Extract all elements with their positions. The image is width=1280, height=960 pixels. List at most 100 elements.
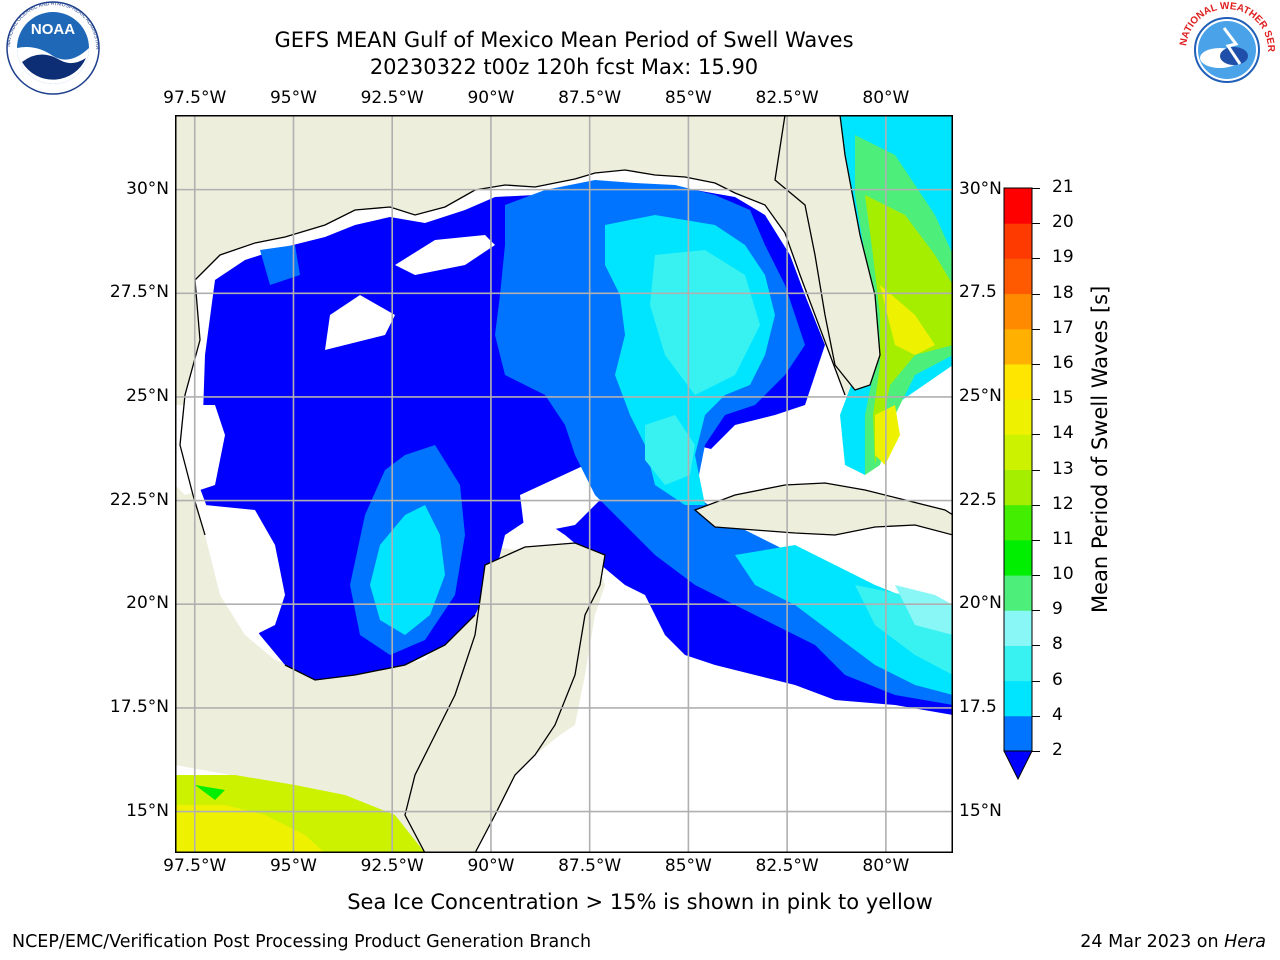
colorbar-bin (1004, 258, 1032, 295)
colorbar (1000, 187, 1040, 783)
colorbar-bin (1004, 223, 1032, 259)
colorbar-tick-label: 13 (1052, 458, 1074, 479)
y-tick-left-label: 22.5°N (109, 489, 169, 510)
x-tick-top-label: 87.5°W (558, 88, 622, 108)
colorbar-bin (1004, 363, 1032, 400)
colorbar-tick-mark (1032, 223, 1040, 225)
colorbar-bin (1004, 328, 1032, 365)
cuba-land (693, 482, 953, 536)
x-tick-bottom-label: 87.5°W (558, 856, 622, 876)
x-tick-bottom-label: 95°W (269, 856, 317, 876)
colorbar-bin (1004, 715, 1032, 752)
colorbar-bin (1004, 188, 1032, 224)
noaa-logo-text: NOAA (31, 21, 75, 38)
y-tick-right-label: 27.5 (959, 282, 997, 303)
colorbar-bin (1004, 610, 1032, 646)
y-tick-right-label: 30°N (959, 178, 1002, 199)
y-tick-right-label: 22.5 (959, 489, 997, 510)
colorbar-tick-mark (1032, 258, 1040, 260)
sea-ice-note: Sea Ice Concentration > 15% is shown in … (347, 890, 933, 914)
colorbar-label: Mean Period of Swell Waves [s] (1088, 285, 1112, 613)
colorbar-extend-under (1003, 750, 1033, 781)
colorbar-tick-label: 17 (1052, 317, 1074, 338)
colorbar-tick-mark (1032, 751, 1040, 752)
colorbar-bin (1004, 539, 1032, 576)
colorbar-bin (1004, 575, 1032, 611)
colorbar-tick-mark (1032, 188, 1040, 189)
colorbar-tick-mark (1032, 715, 1040, 717)
colorbar-bin (1004, 680, 1032, 717)
colorbar-tick-label: 4 (1052, 704, 1063, 725)
colorbar-bin (1004, 399, 1032, 435)
colorbar-bin (1004, 434, 1032, 470)
y-tick-left-label: 25°N (126, 385, 169, 406)
y-tick-right-label: 20°N (959, 593, 1002, 614)
footer-left: NCEP/EMC/Verification Post Processing Pr… (12, 932, 592, 952)
colorbar-tick-mark (1032, 575, 1040, 577)
x-tick-bottom-label: 85°W (664, 856, 712, 876)
atlantic-swell-peak (880, 285, 935, 355)
colorbar-tick-mark (1032, 434, 1040, 436)
y-tick-right-label: 17.5 (959, 696, 997, 717)
x-tick-bottom-label: 82.5°W (755, 856, 819, 876)
footer-date: 24 Mar 2023 on (1080, 932, 1225, 952)
colorbar-tick-label: 9 (1052, 599, 1063, 620)
footer-right: 24 Mar 2023 on Hera (1080, 932, 1266, 952)
colorbar-tick-label: 6 (1052, 669, 1063, 690)
x-tick-top-label: 80°W (862, 88, 910, 108)
x-tick-bottom-label: 97.5°W (163, 856, 227, 876)
colorbar-tick-label: 16 (1052, 352, 1074, 373)
colorbar-tick-mark (1032, 363, 1040, 365)
colorbar-tick-mark (1032, 539, 1040, 541)
nws-logo: NATIONAL WEATHER SERVICE (1172, 0, 1278, 100)
x-tick-top-label: 97.5°W (163, 88, 227, 108)
gridlines (175, 115, 953, 853)
swell-band-6-8 (650, 250, 760, 395)
map-border (175, 115, 953, 853)
y-tick-left-label: 27.5°N (109, 282, 169, 303)
colorbar-tick-label: 20 (1052, 212, 1074, 233)
x-tick-top-label: 85°W (664, 88, 712, 108)
x-tick-bottom-label: 80°W (862, 856, 910, 876)
colorbar-tick-label: 2 (1052, 740, 1063, 760)
y-tick-left-label: 30°N (126, 178, 169, 199)
colorbar-tick-mark (1032, 328, 1040, 330)
map-plot (175, 115, 953, 853)
colorbar-tick-mark (1032, 645, 1040, 647)
x-tick-bottom-label: 90°W (467, 856, 515, 876)
x-tick-top-label: 95°W (269, 88, 317, 108)
colorbar-tick-mark (1032, 504, 1040, 506)
colorbar-tick-label: 18 (1052, 282, 1074, 303)
swell-band-8-9 (895, 585, 953, 635)
x-tick-top-label: 92.5°W (360, 88, 424, 108)
colorbar-bin (1004, 645, 1032, 682)
y-tick-left-label: 17.5°N (109, 696, 169, 717)
y-tick-left-label: 15°N (126, 800, 169, 821)
colorbar-tick-label: 21 (1052, 177, 1074, 197)
footer-host: Hera (1224, 932, 1266, 952)
colorbar-tick-mark (1032, 680, 1040, 682)
colorbar-tick-label: 14 (1052, 423, 1074, 444)
colorbar-tick-mark (1032, 399, 1040, 401)
map-canvas (175, 115, 953, 853)
noaa-logo: NOAA NATIONAL OCEANIC AND ATMOSPHERIC AD… (0, 0, 106, 106)
colorbar-tick-label: 12 (1052, 493, 1074, 514)
x-tick-top-label: 82.5°W (755, 88, 819, 108)
colorbar-tick-label: 8 (1052, 634, 1063, 655)
x-tick-bottom-label: 92.5°W (360, 856, 424, 876)
florida-land (774, 115, 881, 391)
colorbar-bin (1004, 469, 1032, 506)
colorbar-tick-label: 19 (1052, 247, 1074, 268)
colorbar-tick-label: 15 (1052, 388, 1074, 409)
y-tick-right-label: 15°N (959, 800, 1002, 821)
swell-band-2-4 (495, 180, 953, 705)
yucatan-land (404, 542, 606, 853)
y-tick-left-label: 20°N (126, 593, 169, 614)
colorbar-tick-mark (1032, 469, 1040, 471)
colorbar-tick-label: 10 (1052, 564, 1074, 585)
colorbar-tick-label: 11 (1052, 528, 1074, 549)
chart-subtitle: 20230322 t00z 120h fcst Max: 15.90 (369, 55, 759, 79)
colorbar-bin (1004, 504, 1032, 541)
colorbar-tick-mark (1032, 293, 1040, 295)
y-tick-right-label: 25°N (959, 385, 1002, 406)
